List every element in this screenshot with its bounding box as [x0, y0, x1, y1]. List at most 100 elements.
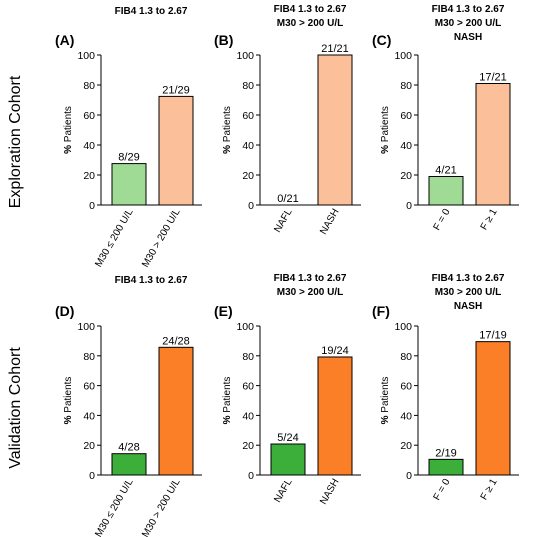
panel-a: FIB4 1.3 to 2.67 (A) 0 20 40 60 80 100 % Patient…	[55, 6, 202, 270]
y-tick-label: 0	[89, 470, 95, 482]
bar-right	[475, 83, 511, 206]
y-tick-label: 60	[400, 381, 412, 393]
y-axis-label: % Patients	[380, 106, 391, 154]
y-tick-label: 0	[406, 470, 412, 482]
panel-letter: (E)	[214, 303, 233, 319]
panel-title-line: M30 > 200 U/L	[435, 287, 501, 298]
x-category-label: F ≥ 1	[479, 477, 500, 503]
panels: FIB4 1.3 to 2.67 (A) 0 20 40 60 80 100 % Patient…	[55, 4, 519, 537]
y-tick-label: 100	[77, 50, 95, 62]
panel-c: FIB4 1.3 to 2.67 M30 > 200 U/L NASH (C) 0 20 4…	[372, 4, 519, 232]
y-tick-label: 20	[83, 170, 95, 182]
y-axis-label: % Patients	[222, 106, 233, 154]
bar-value-label: 21/29	[162, 84, 190, 96]
y-tick-label: 20	[400, 170, 412, 182]
y-tick-label: 0	[406, 200, 412, 212]
y-tick-label: 60	[242, 381, 254, 393]
y-tick-label: 20	[242, 440, 254, 452]
x-category-label: M30 > 200 U/L	[140, 477, 183, 537]
bar-right	[475, 341, 511, 476]
panel-title-line: M30 > 200 U/L	[277, 287, 343, 298]
panel-letter: (D)	[55, 303, 74, 319]
y-tick-label: 100	[77, 321, 95, 333]
panel-title-line: NASH	[454, 32, 482, 43]
y-tick-label: 80	[400, 351, 412, 363]
y-tick-label: 40	[83, 410, 95, 422]
y-tick-label: 20	[400, 440, 412, 452]
y-tick-label: 20	[242, 170, 254, 182]
y-tick-label: 100	[394, 50, 412, 62]
bar-left	[270, 443, 306, 476]
y-tick-label: 20	[83, 440, 95, 452]
row-title-validation: Validation Cohort	[7, 347, 24, 469]
y-tick-label: 100	[236, 50, 254, 62]
y-axis-label: % Patients	[222, 377, 233, 425]
x-category-label: NAFL	[272, 207, 295, 235]
y-tick-label: 80	[83, 80, 95, 92]
y-tick-label: 80	[242, 80, 254, 92]
y-axis-label: % Patients	[63, 377, 74, 425]
x-category-label: NASH	[318, 477, 341, 507]
panel-title-line: FIB4 1.3 to 2.67	[432, 273, 505, 284]
bar-value-label: 17/21	[479, 72, 507, 84]
y-tick-label: 0	[248, 470, 254, 482]
panel-letter: (C)	[372, 32, 391, 48]
bar-value-label: 8/29	[118, 152, 139, 164]
bar-value-label: 4/21	[435, 165, 456, 177]
bar-value-label: 24/28	[162, 335, 190, 347]
x-category-label: M30 ≤ 200 U/L	[93, 207, 136, 270]
panel-e: FIB4 1.3 to 2.67 M30 > 200 U/L (E) 0 20 40 60 8…	[214, 273, 361, 507]
bar-value-label: 5/24	[277, 432, 298, 444]
x-category-label: NAFL	[272, 477, 295, 505]
bar-left	[428, 458, 464, 476]
panel-letter: (A)	[55, 32, 74, 48]
y-tick-label: 60	[83, 110, 95, 122]
x-category-label: M30 > 200 U/L	[140, 207, 183, 270]
y-tick-label: 80	[400, 80, 412, 92]
y-tick-label: 100	[236, 321, 254, 333]
y-tick-label: 80	[242, 351, 254, 363]
panel-title-line: M30 > 200 U/L	[435, 18, 501, 29]
bar-left	[111, 163, 147, 206]
y-tick-label: 40	[242, 140, 254, 152]
panel-title-line: FIB4 1.3 to 2.67	[115, 275, 188, 286]
bar-value-label: 21/21	[321, 43, 349, 55]
panel-title-line: FIB4 1.3 to 2.67	[274, 273, 347, 284]
y-axis-label: % Patients	[380, 377, 391, 425]
bar-right	[158, 95, 194, 206]
x-category-label: F = 0	[432, 207, 453, 233]
bar-value-label: 4/28	[118, 442, 139, 454]
bar-value-label: 17/19	[479, 330, 507, 342]
bar-value-label: 19/24	[321, 345, 349, 357]
y-tick-label: 40	[83, 140, 95, 152]
y-axis-label: % Patients	[63, 106, 74, 154]
panel-letter: (B)	[214, 32, 233, 48]
x-category-label: NASH	[318, 207, 341, 237]
bar-right	[317, 356, 353, 476]
y-tick-label: 60	[400, 110, 412, 122]
panel-f: FIB4 1.3 to 2.67 M30 > 200 U/L NASH (F) 0 20 4…	[372, 273, 519, 502]
panel-letter: (F)	[372, 303, 390, 319]
y-tick-label: 80	[83, 351, 95, 363]
bar-right	[158, 346, 194, 476]
x-category-label: F ≥ 1	[479, 207, 500, 233]
y-tick-label: 0	[248, 200, 254, 212]
row-title-exploration: Exploration Cohort	[7, 75, 24, 208]
y-tick-label: 60	[242, 110, 254, 122]
panel-title-line: NASH	[454, 301, 482, 312]
y-tick-label: 40	[242, 410, 254, 422]
y-tick-label: 0	[89, 200, 95, 212]
panel-d: FIB4 1.3 to 2.67 (D) 0 20 40 60 80 100 % Patient…	[55, 275, 202, 537]
y-tick-label: 60	[83, 381, 95, 393]
bar-right	[317, 54, 353, 206]
bar-left	[111, 453, 147, 476]
panel-title-line: FIB4 1.3 to 2.67	[432, 4, 505, 15]
y-tick-label: 40	[400, 140, 412, 152]
panel-title-line: FIB4 1.3 to 2.67	[115, 6, 188, 17]
panel-title-line: M30 > 200 U/L	[277, 18, 343, 29]
y-tick-label: 100	[394, 321, 412, 333]
x-category-label: F = 0	[432, 477, 453, 503]
panel-b: FIB4 1.3 to 2.67 M30 > 200 U/L (B) 0 20 40 60 8…	[214, 4, 361, 237]
bar-value-label: 0/21	[277, 193, 298, 205]
